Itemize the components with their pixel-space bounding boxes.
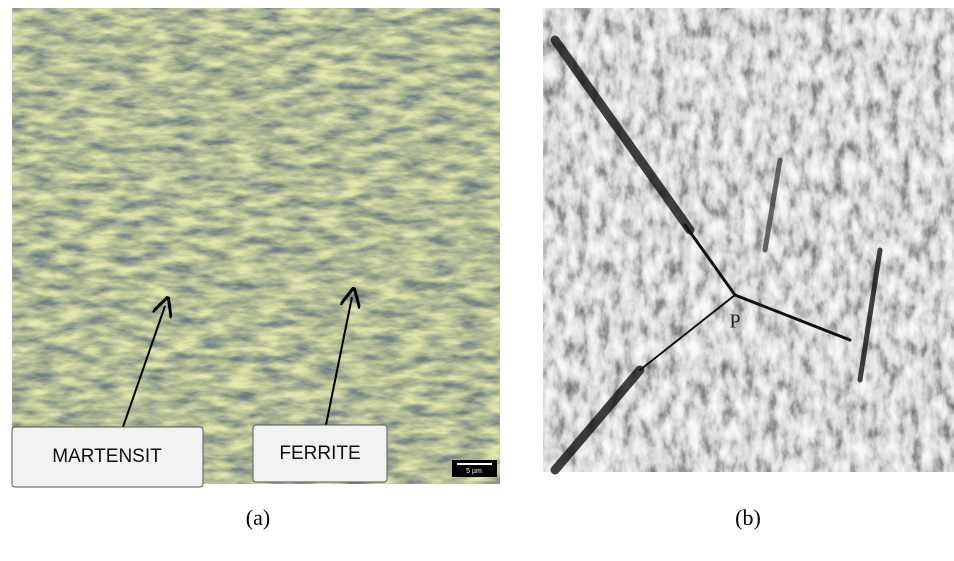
micrograph-b-texture [543, 8, 954, 472]
figure: MARTENSIT FERRITE 5 µm P (a) (b) [0, 0, 954, 561]
panel-a: MARTENSIT FERRITE 5 µm [12, 8, 500, 487]
scale-label: 5 µm [466, 468, 482, 475]
micrograph-a-texture [12, 8, 500, 484]
label: MARTENSIT [52, 446, 162, 467]
mark-label: P [729, 311, 740, 333]
caption: (b) [735, 505, 761, 530]
label: FERRITE [279, 443, 360, 464]
panel-b: P [543, 8, 954, 472]
caption: (a) [246, 505, 270, 530]
